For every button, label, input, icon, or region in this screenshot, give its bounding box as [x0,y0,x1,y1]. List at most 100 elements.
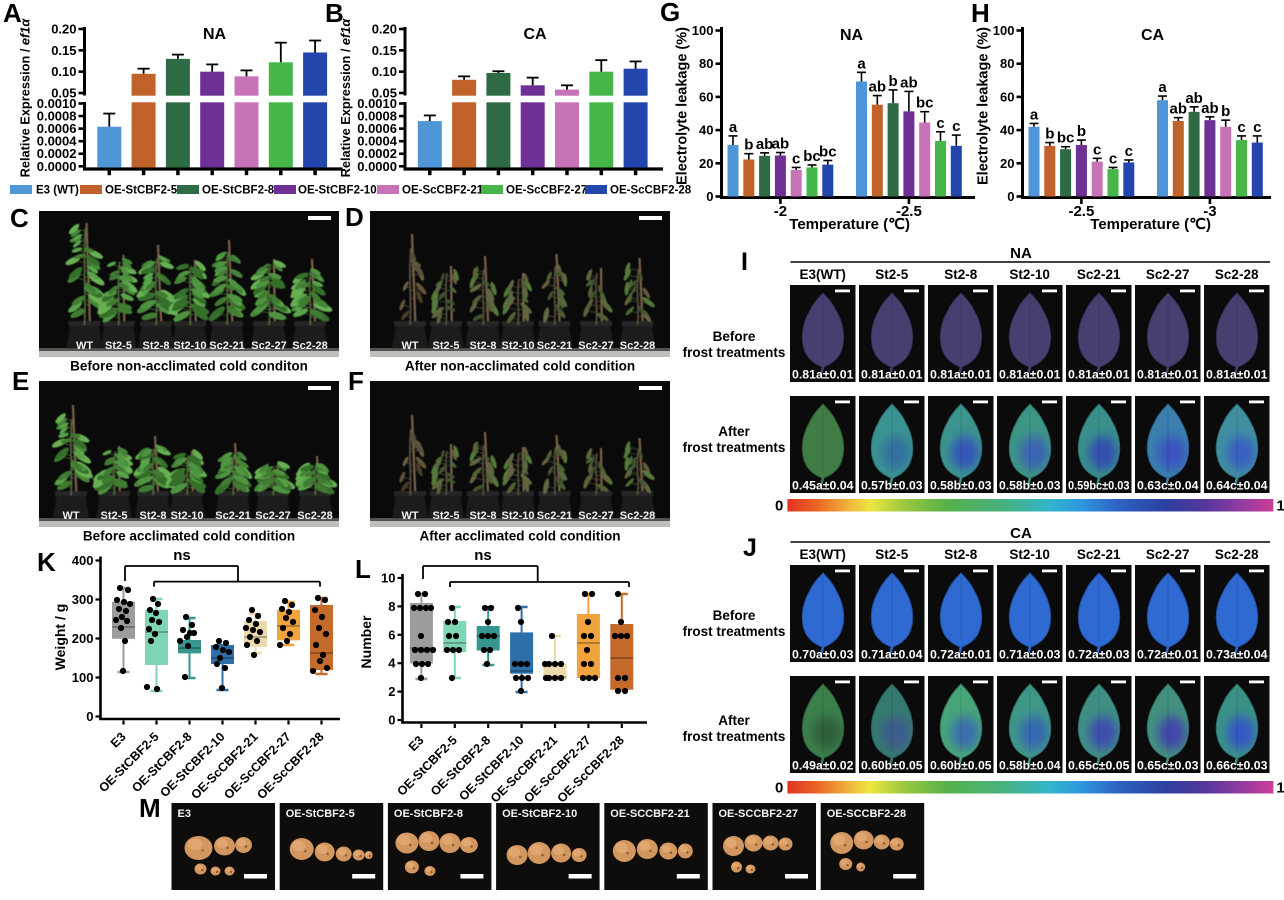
svg-text:After acclimated cold conditio: After acclimated cold condition [419,529,620,544]
svg-text:0.81a±0.01: 0.81a±0.01 [1068,368,1130,382]
svg-text:Sc2-28: Sc2-28 [1215,267,1259,282]
svg-text:ns: ns [474,547,492,564]
svg-text:Before: Before [713,608,756,623]
svg-text:0.81a±0.01: 0.81a±0.01 [1137,368,1199,382]
svg-text:0.57b±0.03: 0.57b±0.03 [861,479,923,493]
svg-text:0.81a±0.01: 0.81a±0.01 [930,368,992,382]
svg-text:2: 2 [388,684,395,699]
svg-text:St2-8: St2-8 [143,340,170,352]
svg-text:8: 8 [388,599,395,614]
svg-text:Electrolyte leakage (%): Electrolyte leakage (%) [976,27,992,185]
svg-text:OE-StCBF2-8: OE-StCBF2-8 [394,808,463,820]
svg-text:E3(WT): E3(WT) [799,267,846,282]
svg-text:St2-5: St2-5 [875,547,909,562]
svg-text:0.15: 0.15 [51,43,76,58]
svg-text:E3: E3 [178,808,191,820]
svg-text:c: c [1093,141,1101,158]
svg-text:NA: NA [1010,245,1032,262]
svg-text:0.0008: 0.0008 [37,109,77,124]
svg-text:Sc2-28: Sc2-28 [620,510,655,522]
svg-text:-3: -3 [1203,203,1216,220]
svg-text:WT: WT [401,510,418,522]
svg-text:Sc2-27: Sc2-27 [578,510,613,522]
svg-text:0: 0 [86,709,93,724]
svg-text:60: 60 [1000,89,1014,104]
svg-text:frost treatments: frost treatments [683,624,786,639]
svg-text:St2-5: St2-5 [875,267,909,282]
svg-text:ab: ab [1170,101,1188,118]
svg-text:ab: ab [869,79,887,96]
svg-text:Sc2-28: Sc2-28 [297,510,332,522]
svg-text:Sc2-28: Sc2-28 [1215,547,1259,562]
svg-text:0.58b±0.03: 0.58b±0.03 [930,479,992,493]
svg-text:M: M [139,793,161,823]
svg-text:60: 60 [699,89,713,104]
svg-text:100: 100 [993,23,1015,38]
svg-text:0.81a±0.01: 0.81a±0.01 [861,368,923,382]
svg-text:0.0000: 0.0000 [357,159,397,174]
svg-text:OE-ScCBF2-21: OE-ScCBF2-21 [402,185,484,197]
svg-text:K: K [37,547,56,577]
svg-text:c: c [1125,143,1133,160]
svg-text:0.65c±0.03: 0.65c±0.03 [1137,759,1199,773]
svg-text:frost treatments: frost treatments [683,345,786,360]
svg-text:OE-SCCBF2-27: OE-SCCBF2-27 [719,808,798,820]
svg-text:St2-10: St2-10 [1009,267,1050,282]
svg-text:bc: bc [819,143,837,160]
svg-text:OE-ScCBF2-27: OE-ScCBF2-27 [506,185,587,197]
svg-text:100: 100 [72,670,94,685]
svg-text:c: c [1109,150,1117,167]
svg-text:c: c [1237,119,1245,136]
svg-text:St2-8: St2-8 [140,510,167,522]
svg-text:20: 20 [699,156,713,171]
svg-text:OE-StCBF2-8: OE-StCBF2-8 [202,185,275,197]
svg-text:St2-10: St2-10 [170,510,203,522]
svg-text:Sc2-21: Sc2-21 [537,340,572,352]
svg-text:b: b [889,73,898,90]
svg-text:0.63c±0.04: 0.63c±0.04 [1137,479,1199,493]
svg-text:ns: ns [173,547,191,564]
svg-text:0.05: 0.05 [51,86,76,101]
svg-text:c: c [1253,119,1261,136]
svg-text:0.49a±0.02: 0.49a±0.02 [792,759,854,773]
svg-text:80: 80 [699,56,713,71]
svg-text:F: F [348,366,364,396]
svg-text:H: H [971,0,990,28]
svg-text:6: 6 [388,627,395,642]
svg-text:Electrolyte leakage (%): Electrolyte leakage (%) [675,27,691,185]
svg-text:0.10: 0.10 [51,64,76,79]
svg-text:Temperature (℃): Temperature (℃) [1090,216,1211,233]
svg-text:OE-SCCBF2-28: OE-SCCBF2-28 [827,808,906,820]
svg-text:St2-5: St2-5 [433,510,460,522]
svg-text:CA: CA [1141,27,1165,44]
svg-text:0.72a±0.01: 0.72a±0.01 [1137,648,1199,662]
svg-text:0.20: 0.20 [372,22,397,37]
svg-text:Sc2-27: Sc2-27 [255,510,290,522]
svg-text:80: 80 [1000,56,1014,71]
svg-text:0.0004: 0.0004 [357,134,398,149]
svg-text:0.45a±0.04: 0.45a±0.04 [792,479,854,493]
svg-text:St2-5: St2-5 [433,340,460,352]
svg-text:0.59bc±0.03: 0.59bc±0.03 [1068,479,1130,493]
svg-text:Sc2-27: Sc2-27 [578,340,613,352]
svg-text:0.81a±0.01: 0.81a±0.01 [1206,368,1268,382]
svg-text:ab: ab [756,136,774,153]
svg-text:0: 0 [1007,189,1014,204]
svg-text:Temperature (℃): Temperature (℃) [789,216,910,233]
svg-text:10: 10 [381,571,395,586]
svg-text:B: B [325,0,344,28]
svg-text:OE-StCBF2-5: OE-StCBF2-5 [286,808,355,820]
svg-text:I: I [741,248,748,276]
svg-text:WT: WT [401,340,418,352]
svg-text:OE-StCBF2-10: OE-StCBF2-10 [298,185,377,197]
svg-text:0.64c±0.04: 0.64c±0.04 [1206,479,1268,493]
svg-text:St2-10: St2-10 [1009,547,1050,562]
svg-text:0.58b±0.04: 0.58b±0.04 [999,759,1061,773]
svg-text:ab: ab [1185,90,1203,107]
svg-text:E: E [12,366,29,396]
svg-text:bc: bc [916,95,934,112]
svg-text:a: a [1158,79,1167,96]
svg-text:b: b [744,137,753,154]
svg-text:frost treatments: frost treatments [683,440,786,455]
svg-text:0.72a±0.01: 0.72a±0.01 [930,648,992,662]
